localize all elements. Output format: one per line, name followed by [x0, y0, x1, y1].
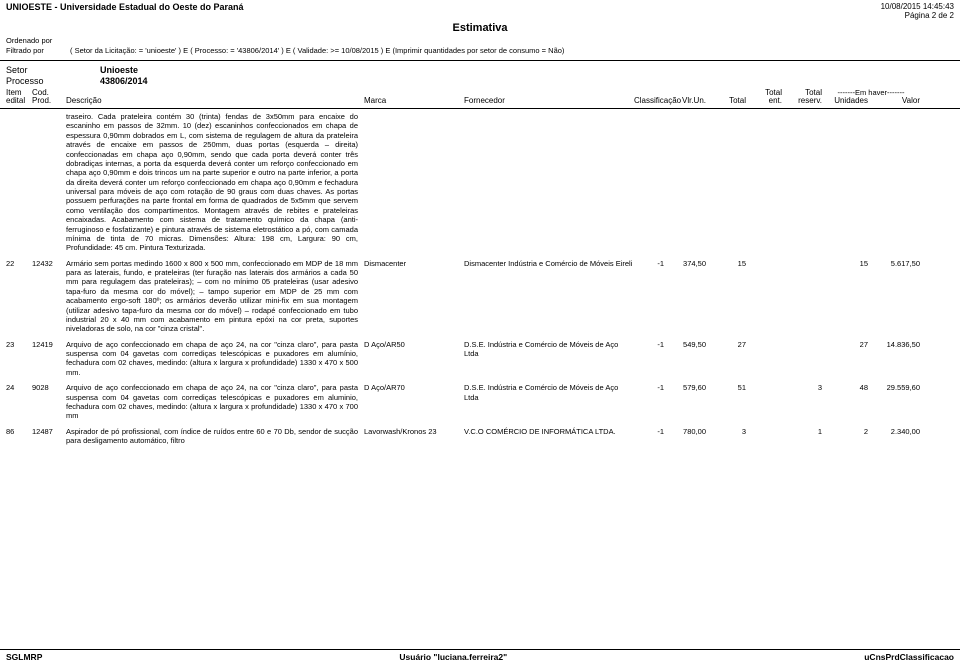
table-row: 8612487Aspirador de pó profissional, com… [6, 424, 954, 449]
col-total: Total [706, 97, 746, 106]
rows-block: traseiro. Cada prateleira contém 30 (tri… [0, 109, 960, 448]
ordered-by-label: Ordenado por [6, 36, 62, 46]
page-number: Página 2 de 2 [881, 11, 954, 20]
cell-unidades: 15 [822, 259, 868, 268]
col-unidades: Unidades [822, 97, 868, 106]
cell-unidades: 48 [822, 383, 868, 392]
footer-center: Usuário "luciana.ferreira2" [42, 652, 864, 662]
cell-total: 3 [706, 427, 746, 436]
table-row: traseiro. Cada prateleira contém 30 (tri… [6, 109, 954, 256]
cell-total: 51 [706, 383, 746, 392]
cell-class: -1 [634, 427, 664, 436]
report-title: Estimativa [0, 22, 960, 34]
cell-marca: Dismacenter [364, 259, 464, 268]
cell-vlrun: 374,50 [664, 259, 706, 268]
col-class: Classificação [634, 97, 664, 106]
cell-cod: 12419 [32, 340, 66, 349]
col-fornecedor: Fornecedor [464, 97, 634, 106]
footer-left: SGLMRP [6, 652, 42, 662]
col-total-ent: Total ent. [746, 89, 782, 107]
cell-item: 86 [6, 427, 32, 436]
setor-label: Setor [6, 65, 62, 75]
col-em-haver: -------Em haver------- Unidades Valor [822, 89, 920, 106]
cell-total: 27 [706, 340, 746, 349]
org-name: UNIOESTE - Universidade Estadual do Oest… [6, 2, 244, 20]
divider [0, 60, 960, 61]
col-marca: Marca [364, 97, 464, 106]
cell-unidades: 27 [822, 340, 868, 349]
col-vlrun: Vlr.Un. [664, 97, 706, 106]
cell-marca: D Aço/AR70 [364, 383, 464, 392]
cell-vlrun: 780,00 [664, 427, 706, 436]
cell-class: -1 [634, 340, 664, 349]
filtered-by-value: ( Setor da Licitação: = 'unioeste' ) E (… [70, 46, 564, 56]
cell-cod: 9028 [32, 383, 66, 392]
col-item: Item edital [6, 89, 32, 107]
cell-marca: Lavorwash/Kronos 23 [364, 427, 464, 436]
column-headers: Item edital Cod. Prod. Descrição Marca F… [0, 87, 960, 110]
cell-desc: Arquivo de aço confeccionado em chapa de… [66, 340, 364, 378]
cell-total-reserv: 3 [782, 383, 822, 392]
footer-bar: SGLMRP Usuário "luciana.ferreira2" uCnsP… [0, 649, 960, 664]
cell-fornecedor: V.C.O COMÉRCIO DE INFORMÁTICA LTDA. [464, 427, 634, 436]
filter-block: Ordenado por Filtrado por ( Setor da Lic… [0, 34, 960, 58]
setor-value: Unioeste [100, 65, 138, 75]
filtered-by-label: Filtrado por [6, 46, 62, 56]
cell-fornecedor: D.S.E. Indústria e Comércio de Móveis de… [464, 340, 634, 359]
cell-item: 23 [6, 340, 32, 349]
cell-cod: 12487 [32, 427, 66, 436]
col-desc: Descrição [66, 97, 364, 106]
cell-vlrun: 549,50 [664, 340, 706, 349]
cell-desc: Armário sem portas medindo 1600 x 800 x … [66, 259, 364, 334]
col-cod: Cod. Prod. [32, 89, 66, 107]
processo-value: 43806/2014 [100, 76, 148, 86]
date-block: 10/08/2015 14:45:43 Página 2 de 2 [881, 2, 954, 20]
cell-fornecedor: Dismacenter Indústria e Comércio de Móve… [464, 259, 634, 268]
cell-total-reserv: 1 [782, 427, 822, 436]
col-total-reserv: Total reserv. [782, 89, 822, 107]
cell-desc: Aspirador de pó profissional, com índice… [66, 427, 364, 446]
col-valor: Valor [868, 97, 920, 106]
cell-item: 24 [6, 383, 32, 392]
report-header: UNIOESTE - Universidade Estadual do Oest… [0, 0, 960, 20]
cell-vlrun: 579,60 [664, 383, 706, 392]
section-block: Setor Unioeste Processo 43806/2014 [0, 65, 960, 86]
cell-valor: 5.617,50 [868, 259, 920, 268]
table-row: 249028Arquivo de aço confeccionado em ch… [6, 380, 954, 424]
cell-valor: 2.340,00 [868, 427, 920, 436]
cell-fornecedor: D.S.E. Indústria e Comércio de Móveis de… [464, 383, 634, 402]
cell-valor: 29.559,60 [868, 383, 920, 392]
cell-item: 22 [6, 259, 32, 268]
cell-class: -1 [634, 383, 664, 392]
cell-class: -1 [634, 259, 664, 268]
timestamp: 10/08/2015 14:45:43 [881, 2, 954, 11]
cell-unidades: 2 [822, 427, 868, 436]
table-row: 2312419Arquivo de aço confeccionado em c… [6, 337, 954, 381]
cell-cod: 12432 [32, 259, 66, 268]
footer-right: uCnsPrdClassificacao [864, 652, 954, 662]
processo-label: Processo [6, 76, 62, 86]
cell-desc: Arquivo de aço confeccionado em chapa de… [66, 383, 364, 421]
desc-continuation: traseiro. Cada prateleira contém 30 (tri… [66, 112, 364, 253]
table-row: 2212432Armário sem portas medindo 1600 x… [6, 256, 954, 337]
cell-total: 15 [706, 259, 746, 268]
cell-valor: 14.836,50 [868, 340, 920, 349]
cell-marca: D Aço/AR50 [364, 340, 464, 349]
